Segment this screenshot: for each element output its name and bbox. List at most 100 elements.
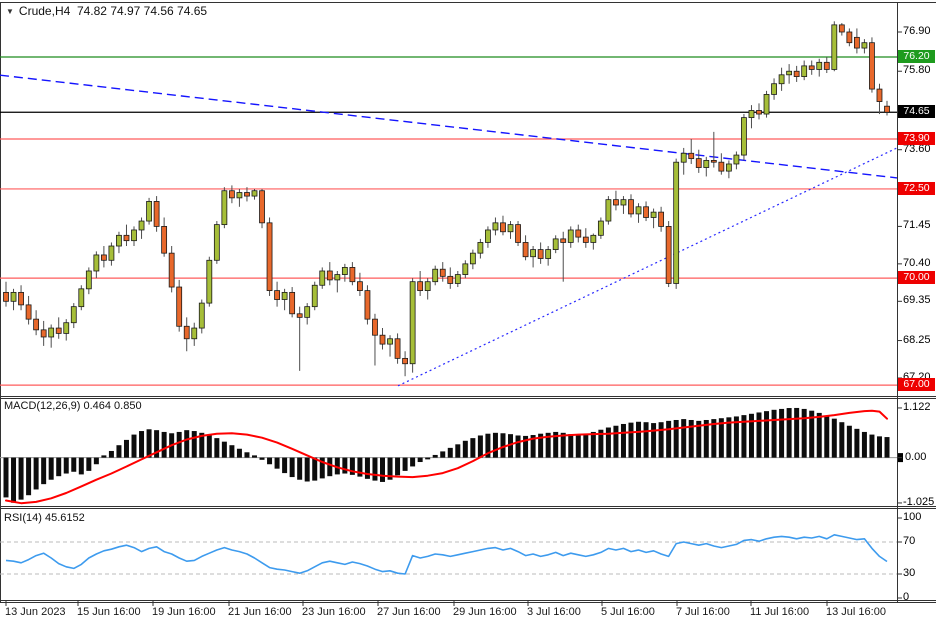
- macd-bar: [93, 457, 99, 465]
- bear-candle: [869, 42, 875, 90]
- macd-bar: [839, 422, 845, 458]
- macd-bar: [636, 421, 642, 458]
- macd-bar: [470, 438, 476, 458]
- bull-candle: [485, 229, 491, 243]
- bear-candle: [259, 190, 265, 224]
- bear-candle: [613, 199, 619, 206]
- macd-bar: [508, 434, 514, 458]
- bear-candle: [522, 242, 529, 258]
- macd-bar: [530, 435, 536, 458]
- bear-candle: [266, 222, 273, 292]
- chart-title: ▼ Crude,H4 74.82 74.97 74.56 74.65: [6, 4, 207, 18]
- bull-candle: [680, 152, 687, 163]
- bull-candle: [748, 110, 755, 119]
- bull-candle: [334, 274, 341, 281]
- macd-bar: [538, 433, 544, 458]
- bull-candle: [116, 234, 122, 247]
- macd-bar: [395, 457, 401, 476]
- bear-candle: [123, 234, 130, 242]
- macd-bar: [221, 441, 227, 458]
- bear-candle: [402, 357, 408, 365]
- macd-bar: [688, 419, 694, 458]
- bull-candle: [454, 274, 461, 284]
- bear-candle: [447, 275, 454, 284]
- bull-candle: [138, 220, 145, 231]
- bear-candle: [18, 291, 24, 306]
- macd-bar: [349, 457, 355, 475]
- rsi-line: [5, 533, 888, 575]
- bear-candle: [665, 226, 672, 284]
- macd-bar: [11, 457, 17, 503]
- bear-candle: [793, 70, 800, 77]
- macd-bar: [78, 457, 84, 475]
- bull-candle: [673, 161, 680, 284]
- macd-bar: [651, 423, 657, 458]
- macd-bar: [620, 423, 626, 458]
- macd-bar: [779, 408, 785, 458]
- bear-candle: [710, 160, 717, 163]
- bull-candle: [816, 61, 823, 70]
- macd-bar: [861, 431, 867, 458]
- time-axis-label: 23 Jun 16:00: [302, 606, 366, 618]
- bull-candle: [146, 201, 152, 222]
- bear-candle: [296, 313, 303, 318]
- bear-candle: [688, 152, 695, 160]
- macd-bar: [108, 450, 114, 458]
- candles: [3, 21, 890, 377]
- bull-candle: [530, 249, 536, 258]
- bull-candle: [206, 259, 213, 304]
- macd-bar: [41, 457, 47, 485]
- bull-candle: [545, 249, 552, 259]
- bear-candle: [364, 290, 371, 320]
- bear-candle: [25, 304, 32, 320]
- macd-bar: [184, 430, 190, 458]
- macd-bar: [402, 457, 408, 471]
- bull-candle: [861, 42, 868, 49]
- chart-symbol-period: Crude,H4: [18, 4, 71, 18]
- macd-bar: [696, 420, 702, 458]
- macd-bar: [327, 457, 333, 477]
- macd-bar: [831, 418, 837, 458]
- bull-candle: [650, 211, 657, 218]
- price-level-badge-67.00: 67.00: [898, 378, 935, 392]
- bear-candle: [695, 158, 702, 168]
- bear-candle: [823, 61, 830, 70]
- bear-candle: [417, 281, 424, 292]
- bull-candle: [492, 222, 499, 231]
- bull-candle: [801, 65, 808, 77]
- macd-bar: [206, 435, 212, 458]
- macd-bar: [251, 455, 257, 458]
- macd-bar: [282, 457, 288, 474]
- bull-candle: [590, 234, 597, 243]
- bull-candle: [552, 238, 559, 250]
- bull-candle: [725, 163, 732, 172]
- price-tick-label: 69.35: [903, 294, 931, 307]
- macd-bar: [658, 422, 664, 458]
- bull-candle: [304, 306, 311, 318]
- bull-candle: [786, 70, 793, 76]
- rsi-indicator-label: RSI(14) 45.6152: [4, 512, 85, 524]
- bull-candle: [63, 322, 70, 334]
- macd-bar: [357, 457, 363, 477]
- bear-candle: [55, 327, 62, 334]
- bull-candle: [93, 254, 100, 272]
- ascending-trendline: [397, 147, 898, 387]
- macd-bar: [568, 434, 574, 458]
- price-tick-label: 73.60: [903, 142, 931, 155]
- bear-candle: [756, 110, 762, 115]
- bear-candle: [582, 236, 589, 243]
- bull-candle: [251, 190, 258, 197]
- bull-candle: [319, 270, 326, 286]
- macd-bar: [846, 425, 852, 458]
- macd-bar: [786, 408, 792, 458]
- macd-bar: [681, 419, 687, 458]
- bear-candle: [718, 161, 725, 172]
- macd-bar: [854, 428, 860, 458]
- macd-bar: [666, 420, 672, 458]
- macd-bar: [116, 445, 122, 458]
- macd-bar: [553, 431, 559, 458]
- macd-bar: [432, 454, 438, 458]
- macd-bar: [598, 429, 604, 458]
- chart-dropdown-icon[interactable]: ▼: [6, 7, 14, 16]
